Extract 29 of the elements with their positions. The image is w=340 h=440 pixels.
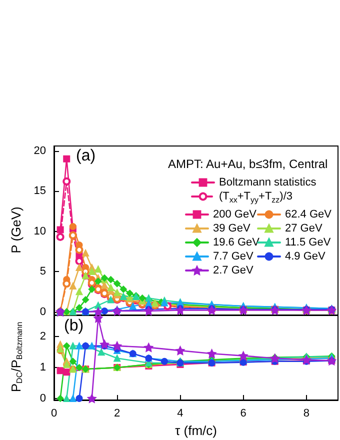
y-tick-label: 0	[40, 306, 46, 318]
x-tick-label: 6	[240, 408, 246, 420]
y-axis-title: PDC/PBoltzmann	[8, 322, 24, 392]
legend-label: 27 GeV	[285, 222, 323, 234]
y-tick-label: 0	[40, 392, 46, 404]
x-tick-label: 2	[114, 408, 120, 420]
legend-label: 7.7 GeV	[213, 250, 254, 262]
annotation: (a)	[76, 148, 96, 164]
legend-label: 200 GeV	[213, 208, 258, 220]
legend-label: 2.7 GeV	[213, 264, 254, 276]
legend-label: 19.6 GeV	[213, 236, 260, 248]
x-axis-title: τ (fm/c)	[175, 423, 217, 438]
y-tick-label: 2	[40, 330, 46, 343]
legend-label: Boltzmann statistics	[219, 176, 317, 188]
y-axis-title: P (GeV)	[8, 206, 24, 254]
annotation: (b)	[64, 318, 84, 334]
legend-label: 62.4 GeV	[285, 208, 332, 220]
x-tick-label: 4	[177, 408, 184, 420]
y-tick-label: 15	[34, 185, 46, 198]
legend-label: 39 GeV	[213, 222, 251, 234]
x-tick-label: 0	[50, 408, 58, 420]
y-tick-label: 20	[34, 144, 46, 157]
x-tick-label: 8	[303, 408, 310, 420]
legend-label: 4.9 GeV	[285, 250, 326, 262]
y-tick-label: 1	[40, 362, 46, 374]
annotation: AMPT: Au+Au, b≤3fm, Central	[168, 157, 328, 171]
y-tick-label: 10	[34, 225, 46, 238]
y-tick-label: 5	[40, 266, 46, 278]
legend-label: 11.5 GeV	[285, 236, 332, 248]
